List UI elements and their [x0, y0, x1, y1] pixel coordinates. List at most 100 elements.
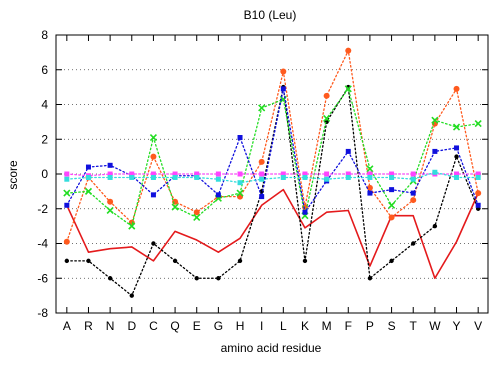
- data-point: [194, 276, 199, 281]
- x-tick-label: Q: [170, 319, 179, 333]
- data-point: [323, 92, 330, 99]
- y-tick-label: -4: [37, 237, 48, 251]
- y-tick-label: -2: [37, 202, 48, 216]
- data-point: [280, 174, 286, 180]
- data-point: [280, 86, 286, 92]
- x-tick-label: C: [149, 319, 158, 333]
- axes: -8 -6 -4 -2 0 2 4 6 8 A R N D C Q E G H I L K M F P S T W Y V: [37, 28, 489, 333]
- data-point: [129, 171, 135, 177]
- series-line: [66, 86, 479, 297]
- x-tick-label: A: [63, 319, 71, 333]
- data-point: [193, 213, 201, 222]
- data-point: [63, 238, 70, 245]
- x-tick-label: Y: [453, 319, 461, 333]
- x-tick-label: K: [301, 319, 309, 333]
- series-group: [63, 47, 482, 298]
- data-point: [107, 276, 113, 281]
- data-point: [280, 68, 287, 75]
- series-3: [63, 85, 482, 230]
- data-point: [151, 241, 156, 246]
- y-tick-label: 0: [41, 167, 48, 181]
- x-tick-label: N: [106, 319, 115, 333]
- data-point: [410, 190, 416, 196]
- x-tick-label: T: [410, 319, 418, 333]
- x-tick-label: E: [193, 319, 201, 333]
- data-point: [454, 174, 460, 180]
- x-tick-label: R: [84, 319, 93, 333]
- x-axis-label: amino acid residue: [221, 341, 322, 355]
- data-point: [129, 174, 135, 180]
- data-point: [475, 190, 482, 197]
- data-point: [150, 153, 157, 160]
- data-point: [345, 148, 351, 154]
- series-line: [66, 49, 479, 243]
- data-point: [452, 123, 461, 131]
- data-point: [150, 192, 156, 198]
- data-point: [236, 189, 244, 197]
- data-point: [215, 192, 221, 198]
- data-point: [63, 189, 71, 197]
- data-point: [323, 114, 331, 122]
- data-point: [280, 171, 286, 177]
- data-point: [474, 120, 482, 128]
- data-point: [389, 258, 394, 264]
- series-line: [66, 173, 479, 177]
- y-tick-label: 2: [41, 132, 48, 146]
- data-point: [454, 154, 459, 159]
- data-point: [64, 176, 70, 182]
- data-point: [215, 171, 221, 177]
- y-axis-label: score: [6, 160, 20, 190]
- data-point: [454, 145, 460, 151]
- data-point: [259, 171, 265, 177]
- data-point: [475, 174, 481, 180]
- data-point: [411, 241, 416, 246]
- data-point: [150, 171, 156, 177]
- data-point: [302, 209, 308, 215]
- x-tick-label: G: [214, 319, 223, 333]
- data-point: [367, 174, 373, 180]
- data-point: [302, 258, 308, 264]
- data-point: [64, 258, 70, 264]
- data-point: [324, 171, 330, 177]
- data-point: [171, 203, 179, 211]
- chart-title: B10 (Leu): [244, 8, 297, 22]
- data-point: [258, 104, 266, 112]
- data-point: [389, 174, 395, 180]
- data-point: [86, 258, 91, 264]
- data-point: [366, 165, 374, 173]
- x-tick-label: S: [388, 319, 396, 333]
- data-point: [475, 171, 481, 177]
- data-point: [345, 47, 352, 54]
- data-point: [432, 223, 438, 229]
- data-point: [216, 276, 221, 281]
- data-point: [324, 176, 330, 182]
- x-tick-label: P: [366, 319, 374, 333]
- data-point: [453, 85, 460, 92]
- data-point: [237, 135, 243, 141]
- data-point: [410, 171, 416, 177]
- series-4: [64, 86, 481, 215]
- x-tick-label: V: [474, 319, 482, 333]
- data-point: [302, 174, 308, 180]
- data-point: [454, 171, 460, 177]
- data-point: [85, 174, 91, 180]
- data-point: [129, 293, 134, 298]
- data-point: [193, 209, 200, 216]
- series-6: [64, 169, 481, 186]
- y-tick-label: 6: [41, 63, 48, 77]
- x-tick-label: M: [322, 319, 332, 333]
- y-tick-label: -6: [37, 271, 48, 285]
- data-point: [259, 194, 265, 200]
- series-0: [66, 188, 479, 280]
- data-point: [172, 174, 178, 180]
- data-point: [84, 187, 93, 195]
- series-2: [63, 47, 482, 245]
- data-point: [410, 176, 416, 182]
- data-point: [258, 158, 265, 165]
- series-line: [66, 88, 479, 213]
- data-point: [172, 171, 178, 177]
- x-tick-label: W: [429, 319, 441, 333]
- series-line: [66, 88, 479, 227]
